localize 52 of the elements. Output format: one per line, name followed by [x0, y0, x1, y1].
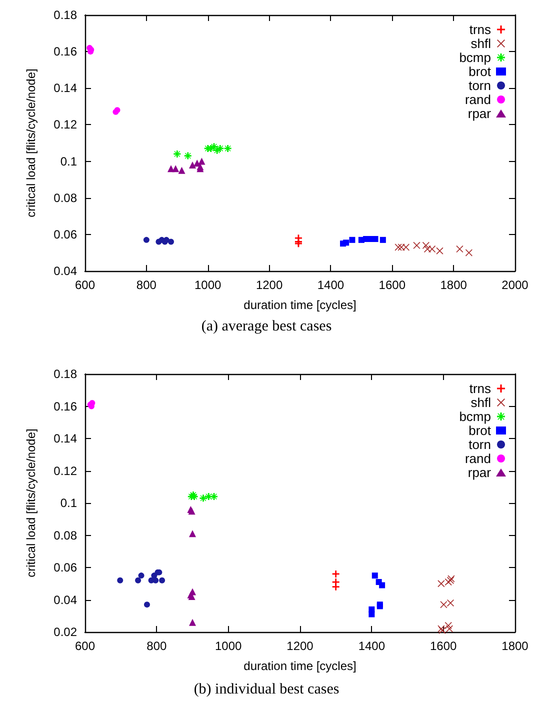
- legend-label: rpar: [468, 106, 492, 121]
- y-tick-label: 0.04: [54, 264, 78, 278]
- legend-label: rand: [464, 92, 491, 107]
- x-tick-label: 800: [136, 278, 157, 292]
- y-tick-label: 0.06: [54, 560, 78, 574]
- legend-label: trns: [469, 22, 492, 37]
- y-tick-label: 0.08: [54, 528, 78, 542]
- y-tick-label: 0.1: [60, 154, 78, 168]
- y-tick-label: 0.12: [54, 464, 78, 478]
- x-tick-label: 1600: [378, 278, 406, 292]
- legend-label: rpar: [468, 465, 492, 480]
- x-tick-label: 1800: [440, 278, 468, 292]
- y-tick-label: 0.18: [54, 8, 78, 22]
- y-axis-title: critical load [flits/cycle/node]: [24, 68, 38, 218]
- x-tick-label: 1600: [430, 639, 458, 653]
- x-axis-title: duration time [cycles]: [244, 298, 356, 312]
- y-tick-label: 0.08: [54, 190, 78, 205]
- x-tick-label: 1400: [317, 278, 344, 292]
- x-tick-label: 600: [74, 639, 96, 653]
- x-tick-label: 1800: [502, 639, 529, 653]
- y-axis-title: critical load [flits/cycle/node]: [24, 428, 38, 578]
- y-tick-label: 0.06: [54, 227, 78, 242]
- y-tick-label: 0.1: [60, 496, 78, 510]
- x-tick-label: 1200: [286, 639, 314, 653]
- y-tick-label: 0.02: [54, 625, 78, 639]
- legend-label: rand: [464, 451, 491, 466]
- legend-label: torn: [468, 78, 491, 93]
- legend-label: bcmp: [459, 409, 491, 424]
- x-tick-label: 2000: [502, 278, 529, 292]
- text: (a) average best cases: [201, 318, 332, 334]
- legend-label: brot: [468, 423, 492, 438]
- y-tick-label: 0.12: [54, 118, 78, 132]
- legend-label: brot: [468, 64, 492, 79]
- x-tick-label: 800: [146, 639, 167, 653]
- x-tick-label: 1000: [214, 639, 242, 653]
- x-tick-label: 1000: [194, 278, 222, 292]
- x-axis-title: duration time [cycles]: [244, 659, 356, 673]
- x-tick-label: 600: [74, 278, 96, 292]
- x-tick-label: 1200: [256, 278, 283, 292]
- text: (b) individual best cases: [194, 682, 340, 698]
- y-tick-label: 0.16: [54, 44, 78, 59]
- legend-label: trns: [469, 381, 492, 396]
- legend-label: shfl: [470, 395, 492, 410]
- y-tick-label: 0.04: [54, 592, 78, 607]
- y-tick-label: 0.16: [54, 399, 78, 414]
- y-tick-label: 0.18: [54, 367, 78, 381]
- y-tick-label: 0.14: [54, 81, 78, 96]
- legend-label: torn: [468, 437, 491, 452]
- legend-label: bcmp: [459, 50, 491, 65]
- legend-label: shfl: [470, 36, 492, 51]
- x-tick-label: 1400: [358, 639, 386, 653]
- y-tick-label: 0.14: [54, 432, 78, 446]
